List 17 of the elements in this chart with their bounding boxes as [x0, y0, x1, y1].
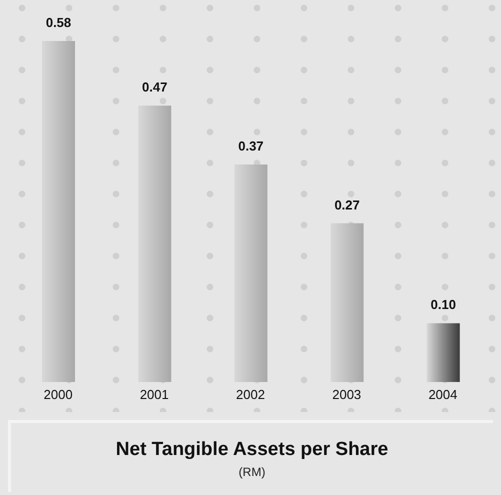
bar: [330, 223, 364, 382]
data-label: 0.58: [46, 15, 72, 30]
x-tick-label: 2003: [332, 387, 362, 402]
data-label: 0.37: [238, 138, 264, 154]
bar: [42, 41, 75, 382]
bar: [138, 106, 172, 382]
x-tick-label: 2004: [428, 387, 458, 402]
data-label: 0.10: [430, 297, 456, 312]
data-label: 0.47: [142, 80, 168, 95]
x-tick-label: 2002: [236, 387, 265, 402]
text: (RM): [238, 465, 266, 479]
bar: [426, 323, 460, 382]
bar: [234, 164, 268, 382]
x-tick-label: 2001: [140, 387, 169, 402]
x-tick-label: 2000: [44, 387, 73, 402]
data-label: 0.27: [334, 197, 360, 212]
text: Net Tangible Assets per Share: [114, 439, 390, 461]
